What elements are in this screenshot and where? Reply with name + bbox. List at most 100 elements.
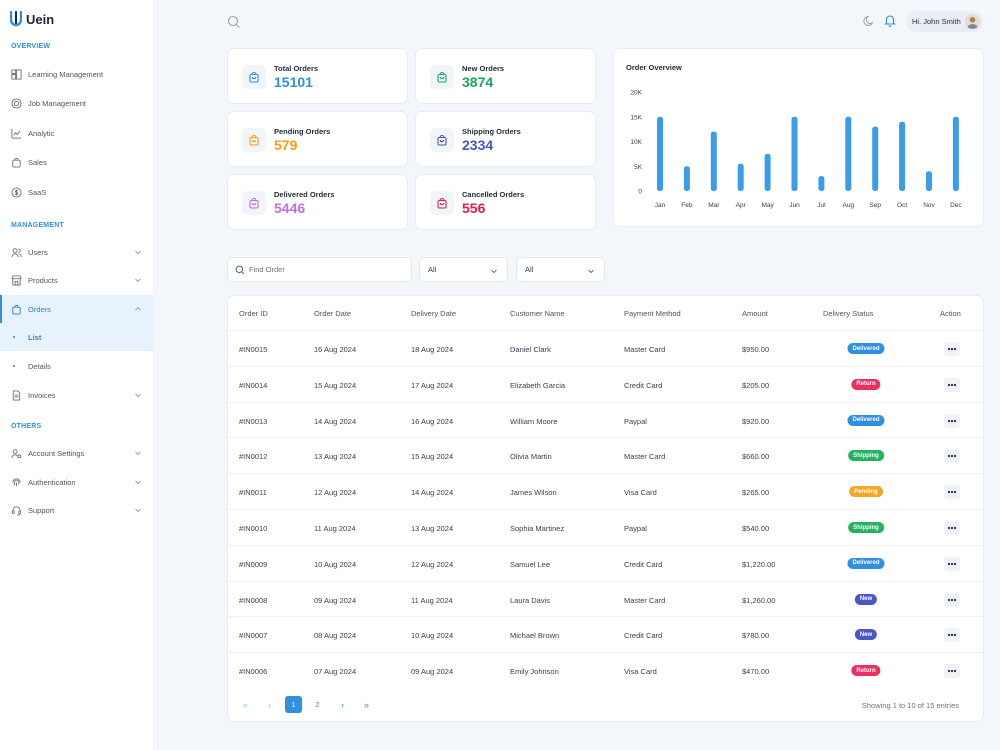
- row-actions-button[interactable]: [944, 342, 960, 356]
- pagination-prev-button[interactable]: ‹: [268, 699, 271, 710]
- row-actions-button[interactable]: [944, 664, 960, 679]
- search-icon[interactable]: [227, 15, 241, 29]
- cell-customer: William Moore: [510, 416, 558, 426]
- sidebar-item-invoices[interactable]: Invoices: [0, 381, 153, 409]
- bar-jan[interactable]: [657, 116, 663, 191]
- stat-label: Pending Orders: [274, 127, 331, 136]
- pagination-page-2[interactable]: 2: [315, 700, 320, 709]
- sidebar-item-sales[interactable]: Sales: [0, 148, 153, 176]
- sidebar-item-label: Analytic: [28, 128, 55, 138]
- table-row[interactable]: #IN0007 08 Aug 2024 10 Aug 2024 Michael Bro…: [228, 616, 983, 652]
- select-value: All: [525, 265, 534, 274]
- table-row[interactable]: #IN0008 09 Aug 2024 11 Aug 2024 Laura Davis…: [228, 580, 983, 617]
- orders-table: Order ID Order Date Delivery Date Customer …: [227, 295, 984, 722]
- table-row[interactable]: #IN0010 11 Aug 2024 13 Aug 2024 Sophia Mart…: [228, 509, 983, 545]
- row-actions-button[interactable]: [944, 377, 960, 392]
- pagination-page-1[interactable]: 1: [285, 696, 302, 713]
- table-row[interactable]: #IN0014 15 Aug 2024 17 Aug 2024 Elizabeth G…: [228, 365, 983, 402]
- x-tick-label: Jun: [789, 202, 800, 209]
- bar-apr[interactable]: [737, 163, 744, 191]
- bar-mar[interactable]: [710, 131, 717, 191]
- sidebar-item-authentication[interactable]: Authentication: [0, 468, 153, 496]
- headset-icon: [10, 504, 22, 516]
- status-badge: Pending: [849, 486, 883, 498]
- moon-icon[interactable]: [863, 15, 875, 27]
- pagination-next-button[interactable]: ›: [341, 699, 344, 710]
- filter-select-1[interactable]: All: [419, 257, 508, 282]
- cell-payment: Paypal: [624, 416, 647, 426]
- stat-value: 3874: [462, 74, 494, 90]
- brand-logo[interactable]: Uein: [10, 10, 54, 28]
- sidebar-subitem-list[interactable]: List: [0, 323, 153, 351]
- sidebar-item-products[interactable]: Products: [0, 266, 153, 294]
- order-overview-card: Order Overview 20K 15K 10K 5K 0 Jan Feb Mar Apr M…: [613, 48, 984, 227]
- sidebar-item-analytic[interactable]: Analytic: [0, 119, 153, 147]
- sidebar-item-label: Orders: [28, 304, 51, 314]
- table-row[interactable]: #IN0009 10 Aug 2024 12 Aug 2024 Samuel Lee C…: [228, 544, 983, 581]
- table-row[interactable]: #IN0006 07 Aug 2024 09 Aug 2024 Emily Johns…: [228, 652, 983, 688]
- table-row[interactable]: #IN0015 16 Aug 2024 18 Aug 2024 Daniel Clar…: [228, 330, 983, 366]
- user-greeting: Hi. John Smith: [912, 17, 961, 26]
- cell-customer: Michael Brown: [510, 631, 560, 641]
- bell-icon[interactable]: [884, 14, 896, 27]
- row-actions-button[interactable]: [944, 628, 960, 643]
- status-badge: Return: [851, 378, 881, 390]
- sidebar-item-saas[interactable]: SaaS: [0, 178, 153, 206]
- sidebar-item-learning-management[interactable]: Learning Management: [0, 60, 153, 88]
- pagination-first-button[interactable]: «: [242, 699, 248, 710]
- chevron-down-icon: [491, 269, 497, 274]
- cell-customer: Samuel Lee: [510, 559, 551, 569]
- y-tick-label: 20K: [630, 90, 642, 97]
- bar-jul[interactable]: [818, 176, 825, 191]
- sidebar-item-orders[interactable]: Orders: [0, 295, 153, 323]
- bar-nov[interactable]: [926, 171, 932, 191]
- table-row[interactable]: #IN0012 13 Aug 2024 15 Aug 2024 Olivia Mart…: [228, 437, 983, 473]
- sidebar-item-users[interactable]: Users: [0, 238, 153, 266]
- chevron-down-icon: [135, 508, 141, 513]
- document-icon: [10, 389, 22, 401]
- sidebar-item-account-settings[interactable]: Account Settings: [0, 439, 153, 467]
- row-actions-button[interactable]: [944, 521, 960, 535]
- stat-value: 579: [274, 137, 298, 153]
- status-badge: Return: [851, 665, 881, 677]
- logo-icon: [10, 11, 22, 27]
- status-badge: New: [854, 629, 878, 641]
- filter-select-2[interactable]: All: [516, 257, 605, 282]
- table-row[interactable]: #IN0013 14 Aug 2024 16 Aug 2024 William Moo…: [228, 401, 983, 438]
- column-header: Delivery Date: [411, 309, 457, 318]
- sidebar-item-job-management[interactable]: Job Management: [0, 89, 153, 117]
- x-tick-label: Oct: [897, 202, 907, 209]
- column-header: Action: [940, 309, 961, 318]
- sidebar-item-label: Account Settings: [28, 448, 85, 458]
- cell-id: #IN0011: [239, 488, 267, 498]
- cell-delivery-date: 16 Aug 2024: [411, 416, 454, 426]
- row-actions-button[interactable]: [944, 449, 960, 464]
- target-icon: [10, 97, 22, 109]
- stat-value: 556: [462, 200, 486, 216]
- section-others: OTHERS: [11, 423, 42, 430]
- bar-feb[interactable]: [683, 166, 690, 191]
- row-actions-button[interactable]: [944, 556, 960, 571]
- cell-customer: Sophia Martinez: [510, 524, 565, 533]
- row-actions-button[interactable]: [944, 413, 960, 428]
- cell-id: #IN0009: [239, 559, 268, 569]
- bar-dec[interactable]: [952, 116, 959, 191]
- row-actions-button[interactable]: [944, 592, 960, 607]
- user-menu[interactable]: Hi. John Smith: [906, 11, 983, 32]
- bar-sep[interactable]: [872, 126, 879, 191]
- select-value: All: [428, 265, 437, 274]
- sidebar-item-support[interactable]: Support: [0, 496, 153, 524]
- bar-may[interactable]: [764, 153, 771, 191]
- bar-oct[interactable]: [899, 121, 906, 191]
- cell-payment: Credit Card: [624, 631, 663, 641]
- pagination-last-button[interactable]: »: [363, 699, 369, 710]
- row-actions-button[interactable]: [944, 485, 960, 500]
- sidebar-subitem-details[interactable]: Details: [0, 352, 153, 380]
- column-header: Customer Name: [510, 309, 565, 318]
- bar-jun[interactable]: [791, 116, 798, 191]
- find-order-field[interactable]: [227, 257, 412, 282]
- bar-aug[interactable]: [845, 116, 852, 191]
- find-order-input[interactable]: [249, 265, 399, 274]
- y-tick-label: 0: [638, 189, 642, 196]
- table-row[interactable]: #IN0011 12 Aug 2024 14 Aug 2024 James Wilso…: [228, 473, 983, 509]
